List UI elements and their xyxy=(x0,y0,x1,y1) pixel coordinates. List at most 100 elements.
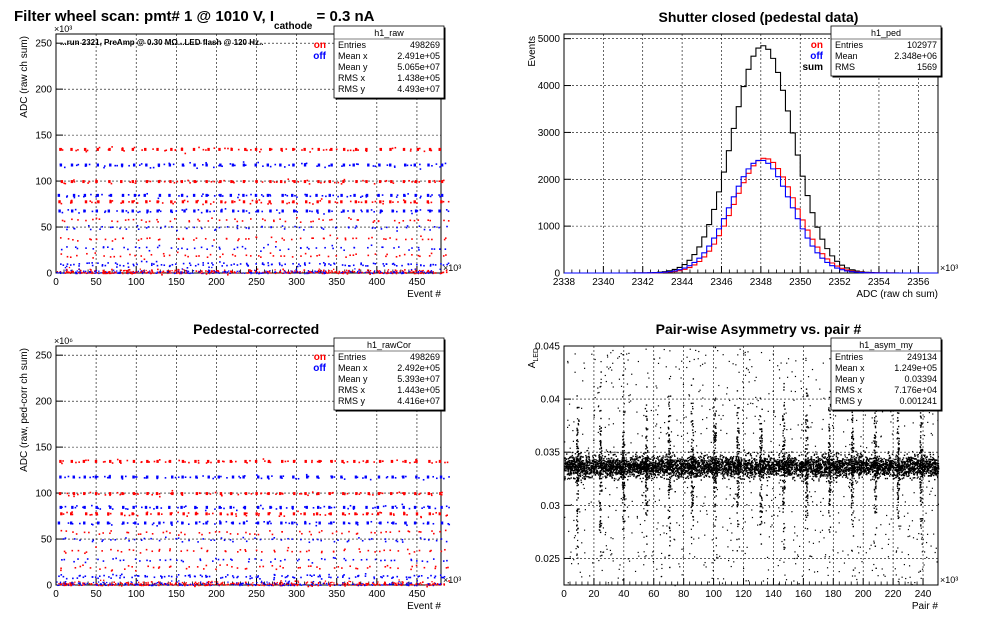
asymmetry-point xyxy=(816,475,818,478)
scatter-marker-on xyxy=(267,492,270,496)
scatter-point-off xyxy=(138,247,141,249)
scatter-point-baseline xyxy=(402,583,404,586)
asymmetry-point xyxy=(606,474,609,477)
scatter-point-off xyxy=(407,263,410,266)
scatter-point-baseline xyxy=(364,584,366,587)
scatter-marker-on xyxy=(366,459,369,463)
scatter-point-off xyxy=(299,247,302,249)
scatter-point-off xyxy=(341,165,343,167)
scatter-point-baseline xyxy=(193,582,196,585)
scatter-point-off xyxy=(91,540,94,543)
scatter-point-on xyxy=(356,584,359,586)
scatter-point-off xyxy=(411,212,413,215)
scatter-marker-off xyxy=(404,521,407,525)
scatter-point-on xyxy=(427,238,430,241)
scatter-point-on xyxy=(410,568,412,571)
scatter-point-baseline xyxy=(355,583,357,586)
scatter-point-baseline xyxy=(121,583,123,585)
scatter-point-on xyxy=(273,549,276,552)
scatter-point-off xyxy=(423,264,425,267)
scatter-point-off xyxy=(319,507,322,509)
scatter-point-on xyxy=(70,270,73,273)
scatter-point-off xyxy=(152,166,155,169)
stats-value: 2.492e+05 xyxy=(397,363,440,373)
scatter-point-baseline xyxy=(439,583,442,585)
scatter-marker-on xyxy=(318,459,321,463)
scatter-point-off xyxy=(214,228,217,231)
scatter-marker-off xyxy=(266,475,270,479)
asymmetry-point xyxy=(568,461,571,464)
scatter-point-baseline xyxy=(417,583,419,585)
scatter-point-baseline xyxy=(319,584,321,586)
scatter-point-baseline xyxy=(64,583,66,585)
scatter-point-on xyxy=(282,268,284,271)
scatter-point-on xyxy=(98,218,101,220)
x-tick-label: 2338 xyxy=(553,277,576,288)
scatter-point-off xyxy=(304,262,306,264)
scatter-point-off xyxy=(153,576,156,579)
scatter-point-baseline xyxy=(174,584,176,586)
asymmetry-point xyxy=(735,455,737,458)
scatter-point-off xyxy=(285,521,287,524)
scatter-point-off xyxy=(127,194,130,196)
scatter-marker-off xyxy=(57,193,61,197)
scatter-point-off xyxy=(385,263,388,265)
asymmetry-point xyxy=(621,469,624,471)
scatter-point-on xyxy=(273,220,275,223)
scatter-point-on xyxy=(69,256,72,259)
scatter-point-off xyxy=(340,246,342,249)
scatter-point-off xyxy=(381,246,383,249)
scatter-marker-off xyxy=(403,193,406,197)
scatter-point-off xyxy=(202,193,204,195)
scatter-point-off xyxy=(447,210,450,213)
scatter-marker-off xyxy=(217,475,221,479)
scatter-point-on xyxy=(197,462,200,464)
scatter-point-baseline xyxy=(88,583,91,585)
scatter-point-on xyxy=(61,219,64,222)
stats-value: 498269 xyxy=(410,40,440,50)
scatter-point-on xyxy=(308,530,311,533)
scatter-point-off xyxy=(99,228,101,231)
scatter-marker-on xyxy=(207,147,210,151)
scatter-point-baseline xyxy=(161,583,164,586)
scatter-point-off xyxy=(274,163,277,166)
scatter-marker-on xyxy=(315,512,319,516)
scatter-marker-on xyxy=(243,512,247,516)
scatter-point-on xyxy=(316,271,318,274)
scatter-point-on xyxy=(300,493,303,495)
scatter-point-baseline xyxy=(276,584,278,586)
scatter-point-on xyxy=(119,255,122,258)
scatter-point-baseline xyxy=(261,272,263,274)
scatter-point-off xyxy=(304,193,306,196)
asymmetry-point xyxy=(883,471,885,473)
asymmetry-point xyxy=(739,461,742,463)
scatter-point-baseline xyxy=(56,581,58,583)
scatter-point-off xyxy=(239,263,242,265)
asymmetry-point xyxy=(859,459,862,462)
scatter-marker-on xyxy=(60,180,64,184)
scatter-point-on xyxy=(176,251,179,254)
scatter-point-baseline xyxy=(211,580,213,583)
scatter-marker-off xyxy=(168,193,171,197)
scatter-point-on xyxy=(403,253,406,256)
scatter-marker-on xyxy=(428,147,432,151)
scatter-marker-off xyxy=(352,209,355,213)
scatter-point-baseline xyxy=(325,271,328,274)
scatter-point-baseline xyxy=(342,584,344,586)
scatter-point-off xyxy=(176,520,179,523)
scatter-point-off xyxy=(439,166,441,168)
scatter-point-on xyxy=(71,511,73,513)
scatter-point-off xyxy=(189,161,191,164)
scatter-point-off xyxy=(89,228,92,231)
scatter-point-on xyxy=(120,551,123,553)
scatter-point-off xyxy=(74,506,77,509)
scatter-point-on xyxy=(114,238,117,241)
scatter-point-baseline xyxy=(409,582,411,584)
asymmetry-point xyxy=(916,467,919,470)
scatter-point-baseline xyxy=(309,584,312,586)
y-tick-label: 0 xyxy=(554,269,560,280)
scatter-point-baseline xyxy=(207,270,209,273)
scatter-point-baseline xyxy=(392,583,395,585)
scatter-point-on xyxy=(222,253,224,256)
scatter-point-baseline xyxy=(229,272,231,275)
